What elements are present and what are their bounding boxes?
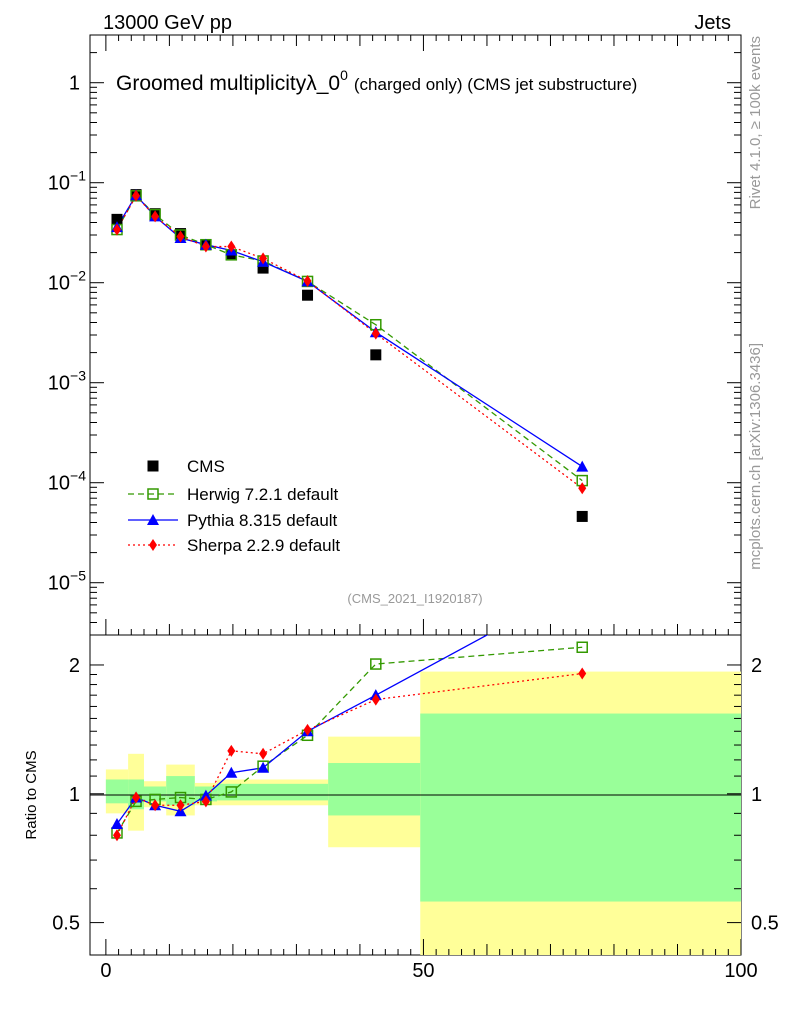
data-point-pythia bbox=[576, 460, 589, 472]
ratio-band-inner bbox=[217, 783, 329, 801]
legend-marker-sherpa bbox=[149, 539, 157, 551]
ratio-point-sherpa bbox=[578, 667, 587, 680]
ratio-y-tick-label-right: 2 bbox=[751, 655, 762, 677]
ratio-line-pythia bbox=[116, 635, 489, 825]
ratio-band-inner bbox=[105, 779, 129, 804]
ratio-line-sherpa bbox=[116, 672, 583, 836]
data-point-sherpa bbox=[227, 240, 236, 253]
side-label-mcplots: mcplots.cern.ch [arXiv:1306.3436] bbox=[747, 343, 764, 570]
legend-label-pythia: Pythia 8.315 default bbox=[187, 511, 338, 530]
main-y-tick-label: 10−5 bbox=[48, 568, 86, 595]
ratio-point-sherpa bbox=[371, 693, 380, 706]
ratio-point-herwig bbox=[370, 658, 382, 670]
data-point-cms bbox=[111, 213, 123, 225]
ratio-point-pythia bbox=[257, 761, 270, 773]
ratio-point-sherpa bbox=[112, 829, 121, 842]
data-point-sherpa bbox=[303, 275, 312, 288]
chart-title-superscript: 0 bbox=[340, 67, 348, 83]
main-y-tick-label: 10−3 bbox=[48, 368, 86, 395]
main-y-tick-label: 10−1 bbox=[48, 168, 86, 195]
header-right: Jets bbox=[694, 12, 731, 34]
ratio-y-axis-label: Ratio to CMS bbox=[23, 750, 40, 839]
chart-title-main: Groomed multiplicityλ_0 bbox=[116, 72, 340, 95]
legend: CMS Herwig 7.2.1 default Pythia 8.315 defa… bbox=[128, 457, 340, 555]
ratio-point-pythia bbox=[576, 578, 588, 589]
legend-label-herwig: Herwig 7.2.1 default bbox=[187, 485, 338, 504]
ratio-point-sherpa bbox=[227, 744, 236, 757]
main-y-tick-label: 10−2 bbox=[48, 268, 86, 295]
ratio-point-sherpa bbox=[151, 799, 160, 812]
ratio-y-tick-label-left: 1 bbox=[69, 784, 80, 806]
legend-label-cms: CMS bbox=[187, 457, 225, 476]
legend-marker-cms bbox=[147, 460, 159, 472]
ratio-point-pythia bbox=[199, 789, 212, 801]
data-point-cms bbox=[370, 349, 382, 361]
ratio-point-sherpa bbox=[176, 799, 185, 812]
ratio-y-tick-label-right: 0.5 bbox=[751, 913, 779, 935]
data-point-sherpa bbox=[259, 252, 268, 265]
data-point-cms bbox=[576, 510, 588, 522]
legend-marker-herwig bbox=[147, 488, 159, 500]
ratio-point-herwig bbox=[576, 641, 588, 654]
data-point-sherpa bbox=[132, 189, 141, 202]
data-point-cms bbox=[302, 289, 314, 301]
ratio-x-tick-label: 100 bbox=[724, 960, 757, 982]
data-point-sherpa bbox=[371, 327, 380, 340]
data-point-cms bbox=[257, 262, 269, 274]
ratio-band-inner bbox=[328, 763, 421, 816]
ratio-point-sherpa bbox=[303, 723, 312, 736]
legend-label-sherpa: Sherpa 2.2.9 default bbox=[187, 536, 340, 555]
series-line-pythia bbox=[116, 194, 583, 468]
data-point-sherpa bbox=[201, 240, 210, 253]
data-point-sherpa bbox=[151, 210, 160, 223]
analysis-watermark: (CMS_2021_I1920187) bbox=[347, 591, 482, 606]
data-point-sherpa bbox=[578, 482, 587, 495]
ratio-band-inner bbox=[420, 713, 741, 902]
ratio-point-sherpa bbox=[201, 795, 210, 808]
data-point-sherpa bbox=[112, 223, 121, 236]
ratio-point-sherpa bbox=[132, 791, 141, 804]
main-y-tick-label: 10−4 bbox=[48, 468, 86, 495]
ratio-point-sherpa bbox=[259, 747, 268, 760]
ratio-point-pythia bbox=[225, 766, 238, 778]
ratio-line-herwig bbox=[116, 646, 583, 834]
main-y-tick-label: 1 bbox=[69, 73, 80, 95]
legend-marker-pythia bbox=[147, 514, 159, 525]
data-point-sherpa bbox=[176, 230, 185, 243]
chart-title-suffix: (charged only) (CMS jet substructure) bbox=[354, 75, 637, 94]
ratio-y-tick-label-right: 1 bbox=[751, 784, 762, 806]
chart-title: Groomed multiplicityλ_00 (charged only) (… bbox=[110, 67, 722, 98]
ratio-y-tick-label-left: 0.5 bbox=[52, 913, 80, 935]
ratio-x-tick-label: 0 bbox=[100, 960, 111, 982]
side-label-rivet: Rivet 4.1.0, ≥ 100k events bbox=[747, 36, 764, 209]
ratio-point-herwig bbox=[225, 786, 238, 798]
ratio-x-tick-label: 50 bbox=[412, 960, 434, 982]
ratio-y-tick-label-left: 2 bbox=[69, 655, 80, 677]
svg-text:Groomed multiplicityλ_00(charg: Groomed multiplicityλ_00 (charged only) (… bbox=[116, 67, 637, 95]
header-left: 13000 GeV pp bbox=[103, 12, 232, 34]
ratio-point-pythia bbox=[110, 817, 123, 829]
